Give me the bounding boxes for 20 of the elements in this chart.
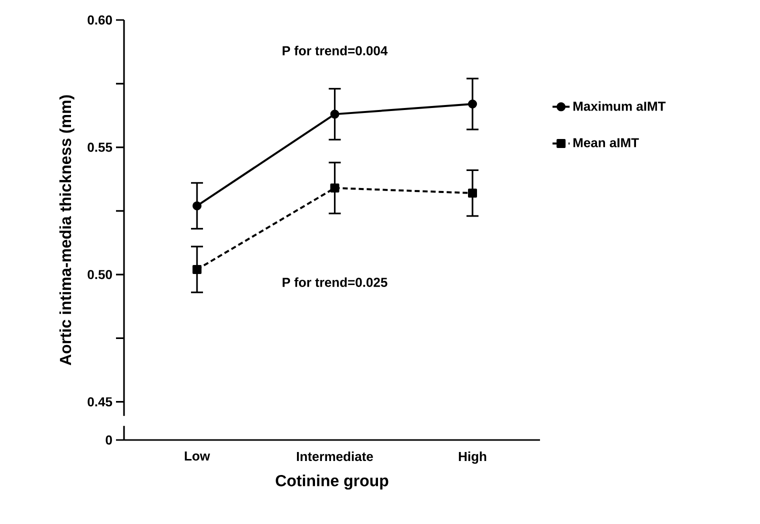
annotation: P for trend=0.025 — [282, 277, 388, 287]
y-tick-label: 0.55 — [88, 142, 112, 152]
x-tick-label: High — [458, 452, 486, 464]
point — [468, 100, 478, 109]
y-axis-title: Aortic intima-media thickness (mm) — [59, 95, 74, 366]
x-tick-label: Low — [184, 452, 210, 461]
y-tick-label: 0.60 — [88, 15, 112, 25]
legend-label: Mean aIMT — [573, 138, 639, 148]
point — [192, 264, 202, 274]
y-tick-label: 0.50 — [88, 270, 112, 280]
legend-label: Maximum aIMT — [573, 101, 666, 111]
x-axis-title: Cotinine group — [276, 474, 388, 490]
point — [468, 188, 478, 198]
annotation: P for trend=0.004 — [282, 46, 388, 56]
y-tick-label: 0 — [106, 435, 112, 445]
point — [330, 184, 340, 193]
point — [192, 201, 202, 210]
x-tick-label: Intermediate — [296, 452, 373, 462]
y-tick-label: 0.45 — [88, 397, 112, 406]
point — [330, 110, 340, 119]
